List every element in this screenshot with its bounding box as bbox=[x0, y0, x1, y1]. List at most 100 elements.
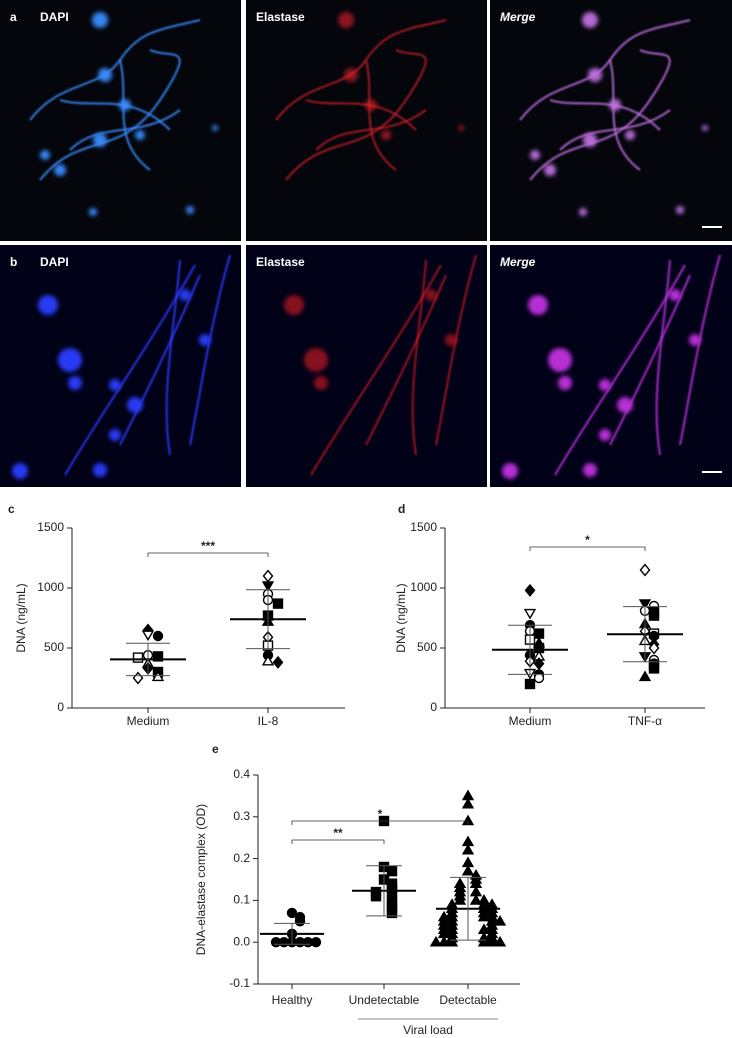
nucleus bbox=[365, 99, 377, 111]
nucleus bbox=[314, 376, 328, 390]
x-tick-label: Undetectable bbox=[349, 993, 420, 1007]
fiber bbox=[285, 48, 427, 181]
nucleus bbox=[582, 12, 598, 28]
data-point bbox=[533, 657, 545, 671]
fiber bbox=[188, 254, 232, 446]
y-axis-label: DNA-elastase complex (OD) bbox=[194, 804, 208, 955]
nucleus bbox=[583, 463, 597, 477]
data-point bbox=[132, 652, 144, 663]
data-point bbox=[638, 670, 652, 682]
micrograph: Elastase bbox=[246, 245, 487, 487]
y-tick-label: 500 bbox=[44, 640, 64, 654]
nucleus bbox=[199, 334, 211, 346]
data-point bbox=[261, 581, 275, 592]
y-tick-label: 0.2 bbox=[233, 851, 250, 865]
y-tick-label: -0.1 bbox=[229, 976, 250, 990]
data-point bbox=[648, 610, 660, 621]
y-axis-label: DNA (ng/mL) bbox=[14, 583, 28, 652]
nucleus bbox=[599, 379, 611, 391]
channel-label: Elastase bbox=[256, 255, 305, 269]
data-point bbox=[310, 937, 322, 948]
significance-label: *** bbox=[201, 539, 215, 553]
data-point bbox=[152, 651, 164, 662]
data-point bbox=[485, 935, 499, 947]
nucleus bbox=[186, 206, 194, 214]
nucleus bbox=[12, 463, 28, 479]
nucleus bbox=[599, 429, 611, 441]
fiber bbox=[59, 98, 171, 131]
micrograph-background bbox=[0, 0, 241, 241]
data-point bbox=[262, 569, 274, 583]
data-point bbox=[270, 937, 282, 948]
fiber bbox=[608, 274, 692, 446]
panel-label: c bbox=[8, 502, 15, 516]
micrograph: Merge bbox=[490, 0, 732, 241]
nucleus bbox=[135, 130, 145, 140]
panel-label: a bbox=[10, 10, 17, 24]
fiber bbox=[118, 59, 151, 171]
micrograph: Elastase bbox=[246, 0, 487, 241]
y-tick-label: 1000 bbox=[410, 580, 437, 594]
data-point bbox=[533, 628, 545, 639]
nucleus bbox=[93, 133, 107, 147]
fiber bbox=[678, 254, 722, 446]
significance-label: * bbox=[585, 533, 590, 547]
data-point bbox=[469, 894, 483, 905]
fiber bbox=[549, 98, 661, 131]
data-point bbox=[286, 907, 298, 919]
fiber bbox=[305, 98, 417, 131]
nucleus bbox=[588, 68, 602, 82]
data-point bbox=[437, 935, 451, 947]
data-point bbox=[523, 608, 537, 620]
x-tick-label: IL-8 bbox=[258, 714, 279, 728]
nucleus bbox=[284, 295, 304, 315]
y-tick-label: 0.0 bbox=[233, 934, 250, 948]
data-point bbox=[294, 916, 306, 927]
x-tick-label: TNF-α bbox=[628, 714, 662, 728]
x-tick-label: Medium bbox=[509, 714, 552, 728]
significance-label: ** bbox=[333, 826, 343, 840]
x-tick-label: Healthy bbox=[272, 993, 313, 1007]
data-point bbox=[524, 583, 536, 597]
nucleus bbox=[344, 68, 358, 82]
nucleus bbox=[617, 397, 633, 413]
nucleus bbox=[702, 125, 708, 131]
significance-bracket bbox=[291, 820, 469, 825]
data-point bbox=[429, 935, 443, 947]
data-point bbox=[272, 655, 284, 669]
y-tick-label: 1500 bbox=[410, 520, 437, 534]
channel-label: Merge bbox=[500, 10, 536, 24]
nucleus bbox=[98, 68, 112, 82]
x-group-label: Viral load bbox=[403, 1023, 453, 1037]
nucleus bbox=[609, 99, 621, 111]
y-tick-label: 0 bbox=[57, 700, 64, 714]
nucleus bbox=[579, 208, 587, 216]
nucleus bbox=[425, 289, 437, 301]
dot-plot: c DNA (ng/mL) 0 500 1000 1500 Medium IL-8 *** bbox=[8, 502, 345, 728]
data-point bbox=[524, 678, 536, 690]
data-point bbox=[493, 914, 507, 926]
channel-label: DAPI bbox=[40, 10, 69, 24]
nucleus bbox=[502, 463, 518, 479]
channel-label: DAPI bbox=[40, 255, 69, 269]
micrograph-background bbox=[246, 0, 487, 241]
nucleus bbox=[54, 164, 66, 176]
data-point bbox=[648, 663, 660, 674]
nucleus bbox=[381, 130, 391, 140]
significance-label: * bbox=[378, 807, 383, 821]
nucleus bbox=[38, 295, 58, 315]
micrograph: b DAPI bbox=[0, 245, 241, 487]
fiber bbox=[39, 48, 181, 181]
panel-label: d bbox=[398, 502, 405, 516]
nucleus bbox=[583, 133, 597, 147]
data-point bbox=[533, 672, 545, 684]
data-point bbox=[477, 910, 491, 922]
nucleus bbox=[109, 429, 121, 441]
fiber bbox=[118, 274, 202, 446]
nucleus bbox=[179, 289, 191, 301]
x-tick-label: Medium bbox=[127, 714, 170, 728]
nucleus bbox=[458, 125, 464, 131]
y-tick-label: 0.4 bbox=[233, 767, 250, 781]
